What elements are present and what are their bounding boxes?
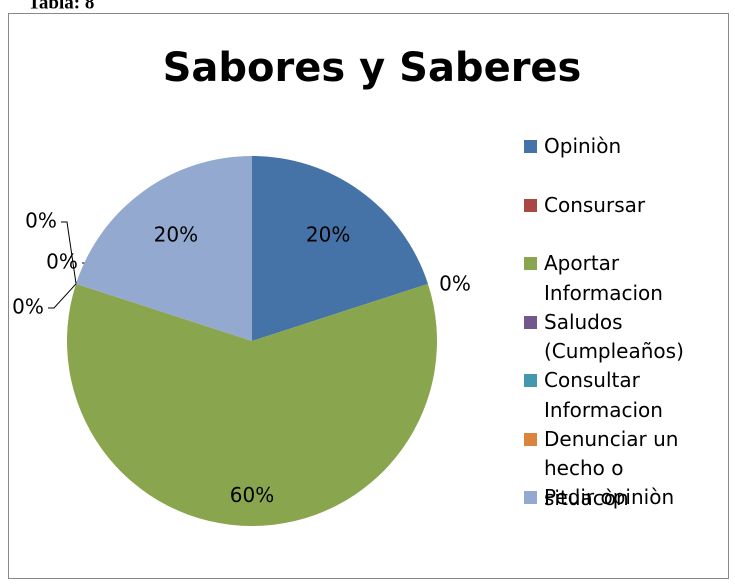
legend-item: Aportar Informacion <box>524 249 724 308</box>
legend-label: Opiniòn <box>544 134 622 158</box>
pie-slice <box>252 156 428 341</box>
legend-label: Consursar <box>544 192 646 217</box>
legend-item: Consultar Informacion <box>524 366 724 425</box>
legend-swatch <box>524 198 537 212</box>
data-label: 0% <box>12 295 44 319</box>
legend-label: Aportar Informacion <box>544 251 663 305</box>
legend-label: Consultar Informacion <box>544 368 663 422</box>
data-label: 20% <box>154 223 198 247</box>
legend-swatch <box>524 257 537 270</box>
data-label: 0% <box>25 209 57 233</box>
legend-swatch <box>524 140 537 153</box>
leader-line <box>48 283 77 309</box>
legend-item: Denunciar un hecho o situacòn <box>524 425 724 510</box>
pie-slice <box>67 283 438 526</box>
legend: Opiniòn Consursar Aportar Informacion Salud… <box>524 132 724 542</box>
pie-slice <box>76 156 253 341</box>
legend-swatch <box>524 315 537 329</box>
legend-swatch <box>524 491 537 504</box>
legend-label: Saludos (Cumpleaños) <box>544 309 684 364</box>
legend-item: Consursar <box>524 191 724 250</box>
legend-item: Saludos (Cumpleaños) <box>524 308 724 367</box>
legend-label: Denunciar un hecho o situacòn <box>544 426 679 510</box>
legend-swatch <box>524 432 537 446</box>
legend-label: Pedir opiniòn <box>544 485 675 509</box>
data-label: 0% <box>439 272 471 296</box>
legend-swatch <box>524 374 537 387</box>
caption: Tabla: 8 <box>28 0 94 13</box>
chart-title: Sabores y Saberes <box>163 45 582 91</box>
data-label: 0% <box>46 250 78 274</box>
data-label: 20% <box>306 223 350 247</box>
data-label: 60% <box>230 483 274 507</box>
leader-line <box>61 221 77 284</box>
legend-item: Pedir opiniòn <box>524 483 724 542</box>
legend-item: Opiniòn <box>524 132 724 191</box>
